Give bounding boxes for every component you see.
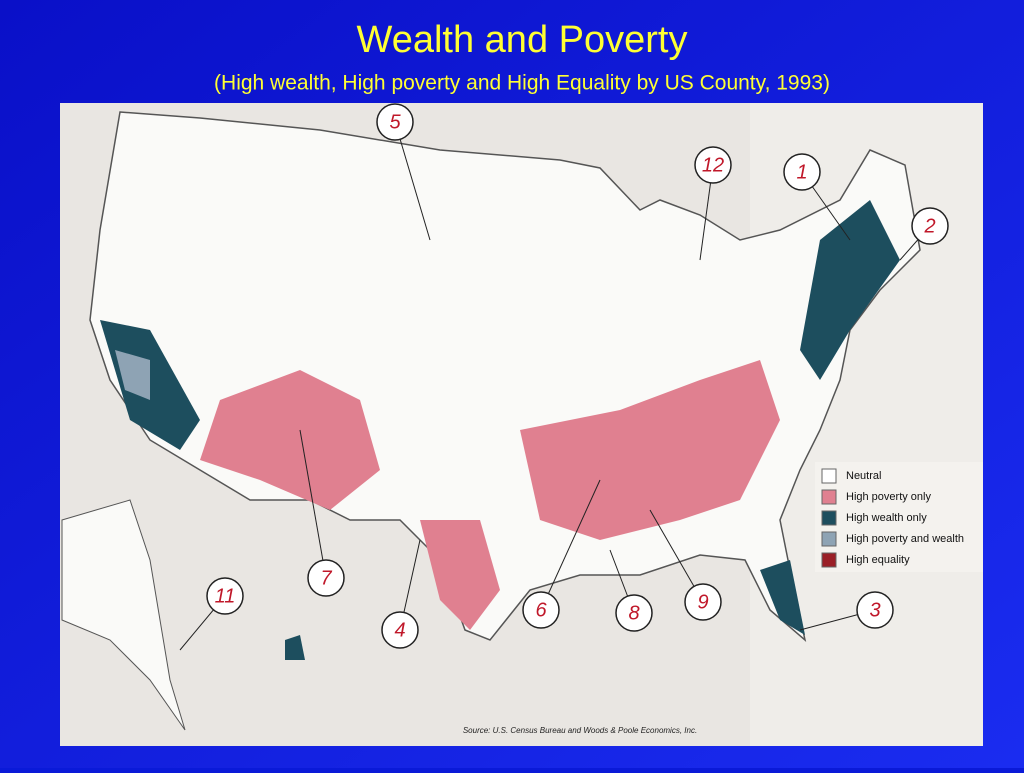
callout-number: 12 [702, 154, 724, 176]
poverty-region [200, 370, 380, 510]
callout-circle [307, 559, 345, 597]
mixed-region [115, 350, 150, 400]
legend-swatch [821, 552, 837, 568]
legend-swatch [821, 468, 837, 484]
callout-number: 3 [869, 599, 880, 621]
poverty-region [520, 360, 780, 540]
callout-leader [540, 479, 601, 611]
alaska [61, 499, 186, 731]
callout-circle [694, 146, 732, 184]
callout-circle [381, 611, 419, 649]
callout-circle [376, 103, 414, 141]
poverty-region [420, 520, 500, 630]
title: Wealth and Poverty [357, 19, 688, 61]
wealth-region [760, 560, 805, 635]
callout-circle [783, 153, 821, 191]
callout-number: 6 [535, 599, 547, 621]
legend-swatch [821, 531, 837, 547]
callout-circle [206, 577, 244, 615]
legend-label: High poverty only [846, 491, 931, 503]
legend-label: High wealth only [846, 512, 927, 524]
legend-label: High poverty and wealth [846, 533, 964, 545]
legend-label: Neutral [846, 470, 881, 482]
map-image [60, 103, 983, 746]
legend-box [815, 462, 983, 572]
callout-leader [394, 121, 431, 241]
legend-swatch [821, 489, 837, 505]
source-note: Source: U.S. Census Bureau and Woods & P… [463, 726, 697, 735]
callout-leader [299, 429, 327, 579]
callout-number: 9 [697, 591, 708, 613]
callout-number: 8 [628, 602, 639, 624]
callout-circle [522, 591, 560, 629]
callout-number: 1 [796, 161, 807, 183]
subtitle: (High wealth, High poverty and High Equa… [214, 72, 830, 95]
callout-circle [684, 583, 722, 621]
callout-number: 4 [394, 619, 405, 641]
legend: Neutral High poverty only High wealth only… [815, 462, 983, 572]
callout-number: 5 [389, 111, 401, 133]
wealth-region [800, 200, 900, 380]
callout-circle [856, 591, 894, 629]
callout-number: 7 [320, 567, 332, 589]
callout-circle [911, 207, 949, 245]
legend-swatch [821, 510, 837, 526]
callout-circle [615, 594, 653, 632]
legend-label: High equality [846, 554, 910, 566]
callout-number: 2 [923, 215, 935, 237]
hawaii [285, 635, 305, 660]
callout-number: 11 [215, 585, 236, 607]
